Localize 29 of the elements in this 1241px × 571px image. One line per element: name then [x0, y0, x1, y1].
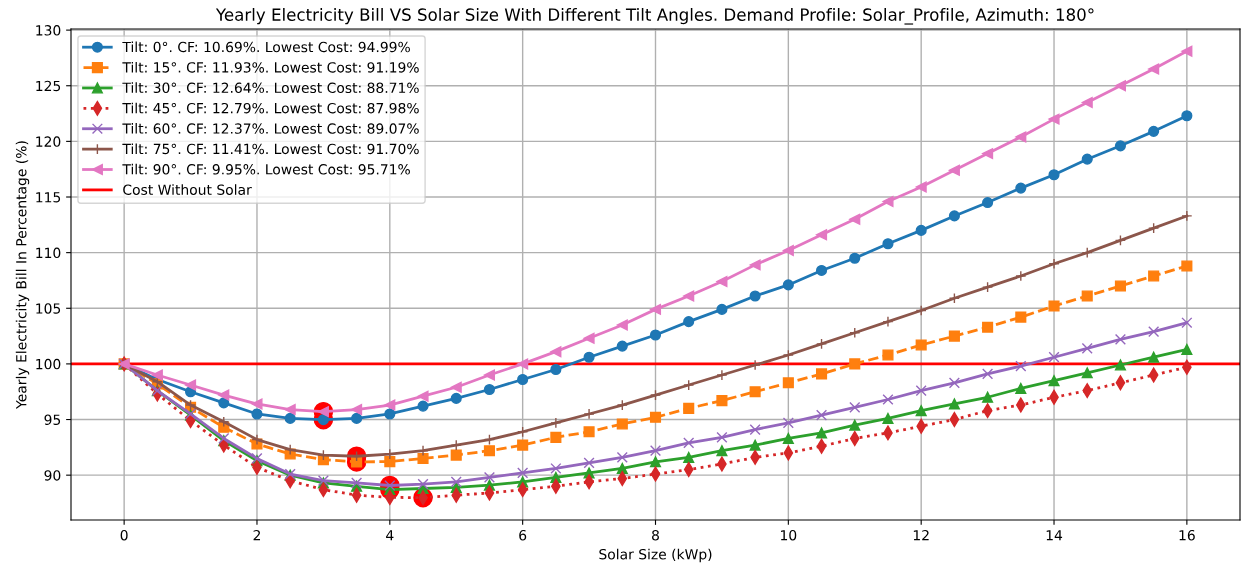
y-tick-label: 100: [36, 358, 61, 370]
x-tick-label: 12: [913, 529, 929, 541]
y-tick-label: 115: [36, 192, 61, 203]
legend-label: Tilt: 15°. CF: 11.93%. Lowest Cost: 91.19%: [122, 61, 419, 73]
x-tick-label: 6: [519, 529, 527, 541]
x-tick-label: 16: [1179, 529, 1195, 541]
x-tick-label: 10: [781, 529, 797, 541]
legend-label: Tilt: 90°. CF: 9.95%. Lowest Cost: 95.71%: [122, 163, 410, 175]
legend-label: Tilt: 45°. CF: 12.79%. Lowest Cost: 87.98%: [122, 102, 419, 114]
legend-label: Tilt: 0°. CF: 10.69%. Lowest Cost: 94.99%: [122, 41, 410, 53]
x-tick-label: 8: [652, 529, 659, 541]
legend-label: Tilt: 30°. CF: 12.64%. Lowest Cost: 88.71%: [122, 82, 419, 94]
legend-label: Tilt: 60°. CF: 12.37%. Lowest Cost: 89.07%: [122, 123, 419, 134]
y-tick-label: 105: [36, 303, 61, 314]
y-tick-label: 95: [44, 414, 61, 425]
x-tick-label: 2: [253, 529, 260, 541]
y-tick-label: 125: [36, 80, 61, 92]
legend-label: Tilt: 75°. CF: 11.41%. Lowest Cost: 91.70%: [122, 143, 419, 155]
x-axis-title: Solar Size (kWp): [599, 548, 712, 563]
y-tick-label: 120: [36, 136, 61, 147]
y-tick-label: 130: [36, 25, 61, 36]
y-axis-title: Yearly Electricity Bill In Percentage (%): [15, 141, 30, 409]
legend-label: Cost Without Solar: [123, 184, 252, 195]
y-tick-label: 90: [44, 470, 61, 481]
x-tick-label: 14: [1046, 530, 1063, 541]
chart-title: Yearly Electricity Bill VS Solar Size With Different Tilt Angles. Demand Profile: Solar_Profile, Azimuth: 180°: [215, 8, 1094, 25]
x-tick-label: 4: [386, 530, 394, 541]
y-tick-label: 110: [36, 247, 61, 259]
x-tick-label: 0: [120, 529, 128, 541]
